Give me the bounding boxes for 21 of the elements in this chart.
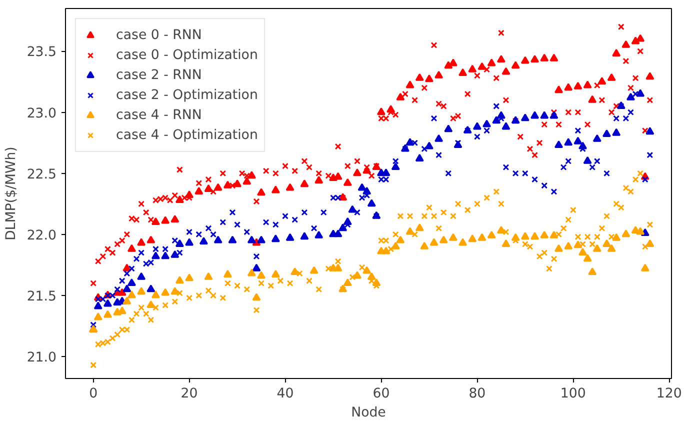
x-tick-label: 40	[276, 386, 294, 402]
x-axis-title: Node	[351, 406, 386, 420]
x-tick-label: 60	[372, 386, 390, 402]
legend-label: case 2 - RNN	[116, 68, 202, 82]
y-tick-label: 22.0	[26, 228, 57, 244]
x-tick-label: 0	[89, 386, 98, 402]
legend-label: case 2 - Optimization	[116, 88, 258, 102]
y-tick-label: 23.5	[26, 45, 57, 60]
legend-label: case 0 - Optimization	[116, 48, 258, 62]
x-tick-label: 120	[656, 386, 682, 402]
x-tick-label: 80	[468, 386, 486, 402]
legend-label: case 4 - Optimization	[116, 128, 258, 142]
y-axis-title: DLMP($/MWh)	[4, 146, 19, 240]
y-tick-label: 21.0	[26, 350, 57, 366]
legend-label: case 0 - RNN	[116, 28, 202, 42]
legend-label: case 4 - RNN	[116, 108, 202, 122]
x-tick-label: 20	[180, 386, 198, 402]
y-tick-label: 22.5	[26, 167, 57, 182]
y-tick-label: 23.0	[26, 106, 57, 122]
x-tick-label: 100	[560, 386, 586, 402]
y-tick-label: 21.5	[26, 289, 57, 304]
